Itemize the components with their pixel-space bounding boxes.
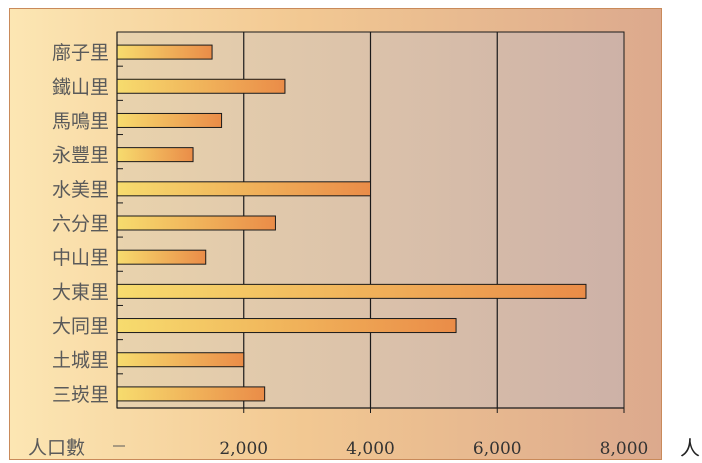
bar [116, 78, 286, 94]
x-tick-label: 4,000 [346, 439, 395, 459]
bar [116, 283, 587, 299]
y-category-label: 大同里 [52, 316, 109, 338]
bar [116, 112, 223, 128]
unit-label: 人 [680, 436, 700, 460]
bar [116, 249, 207, 265]
y-category-label: 中山里 [52, 247, 109, 269]
bar [116, 318, 457, 334]
bar [116, 352, 245, 368]
x-tick-label: 2,000 [219, 439, 268, 459]
y-category-label: 大東里 [52, 281, 109, 303]
y-category-label: 永豐里 [52, 145, 109, 167]
y-category-label: 廍子里 [52, 42, 109, 64]
x-axis-title: 人口數 [28, 437, 85, 459]
y-category-label: 土城里 [52, 350, 109, 372]
x-tick-label: 6,000 [473, 439, 522, 459]
y-category-label: 鐵山里 [52, 76, 109, 98]
bar [116, 44, 213, 60]
bar [116, 215, 276, 231]
bar [116, 386, 266, 402]
y-category-label: 六分里 [52, 213, 109, 235]
y-category-label: 三崁里 [52, 384, 109, 406]
bar [116, 147, 194, 163]
y-category-label: 馬鳴里 [52, 110, 109, 132]
bar [116, 181, 371, 197]
x-tick-label: 8,000 [600, 439, 649, 459]
y-category-label: 水美里 [52, 179, 109, 201]
